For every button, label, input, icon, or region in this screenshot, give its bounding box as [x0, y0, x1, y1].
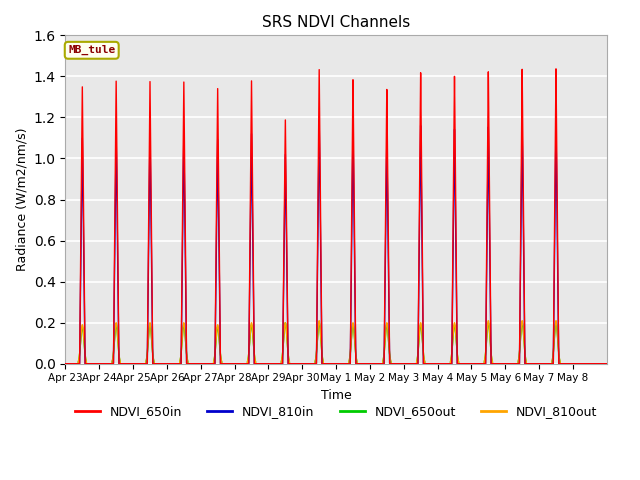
Y-axis label: Radiance (W/m2/nm/s): Radiance (W/m2/nm/s) — [15, 128, 28, 271]
Text: MB_tule: MB_tule — [68, 45, 115, 55]
Legend: NDVI_650in, NDVI_810in, NDVI_650out, NDVI_810out: NDVI_650in, NDVI_810in, NDVI_650out, NDV… — [70, 400, 602, 423]
X-axis label: Time: Time — [321, 389, 351, 402]
Title: SRS NDVI Channels: SRS NDVI Channels — [262, 15, 410, 30]
